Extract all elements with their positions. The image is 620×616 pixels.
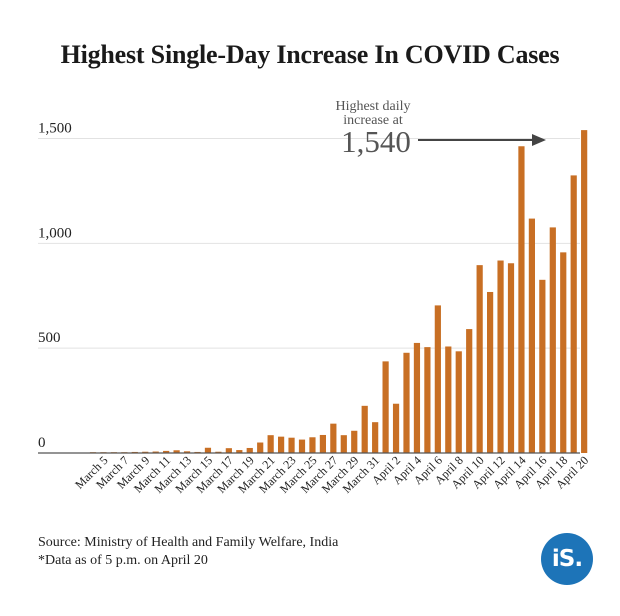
bar [487, 291, 494, 453]
bar [183, 451, 191, 453]
bar [507, 263, 515, 453]
bar [476, 265, 483, 453]
bar [518, 146, 525, 453]
bar [392, 403, 400, 453]
bar [204, 447, 212, 453]
bar [403, 352, 410, 453]
bar [549, 227, 556, 453]
bar [298, 439, 306, 453]
chart-title: Highest Single-Day Increase In COVID Cas… [60, 40, 560, 69]
bar [455, 351, 462, 453]
bar [581, 130, 588, 453]
bars [89, 130, 588, 453]
bar [319, 434, 326, 453]
bar [163, 450, 170, 453]
bar [424, 347, 431, 453]
bar [278, 436, 285, 453]
y-tick-label: 1,500 [38, 121, 72, 137]
bar [351, 430, 358, 453]
bar [257, 442, 264, 453]
bar [246, 447, 253, 453]
peak-annotation: Highest daily increase at 1,540 [335, 99, 546, 159]
bar [215, 451, 222, 453]
bar [267, 435, 274, 453]
bar [340, 435, 347, 453]
source-note: Source: Ministry of Health and Family We… [38, 535, 339, 550]
annotation-arrowhead [532, 134, 546, 146]
data-footnote: *Data as of 5 p.m. on April 20 [38, 553, 208, 568]
bar [539, 279, 546, 453]
bar [570, 175, 577, 453]
bar [236, 450, 243, 453]
y-tick-label: 0 [38, 435, 46, 451]
bar [142, 451, 149, 453]
y-axis-labels: 0 500 1,000 1,500 [38, 121, 72, 452]
y-tick-label: 500 [38, 330, 61, 346]
bar [382, 361, 389, 453]
bar [434, 305, 441, 453]
y-tick-label: 1,000 [38, 225, 72, 241]
logo-badge: iS. [541, 533, 593, 585]
bar [560, 252, 567, 453]
annotation-value: 1,540 [341, 124, 411, 159]
bar [225, 448, 232, 453]
bar [288, 437, 295, 453]
bar [466, 329, 473, 453]
bar [361, 405, 368, 453]
annotation-line-2: increase at [343, 113, 403, 128]
bar [309, 437, 316, 453]
bar [330, 423, 337, 453]
annotation-line-1: Highest daily [335, 99, 410, 114]
bar [413, 342, 421, 453]
bar [152, 451, 159, 453]
bar [372, 422, 379, 453]
bar [497, 260, 504, 453]
bar [445, 346, 452, 453]
bar [528, 218, 535, 453]
bar [173, 450, 180, 453]
